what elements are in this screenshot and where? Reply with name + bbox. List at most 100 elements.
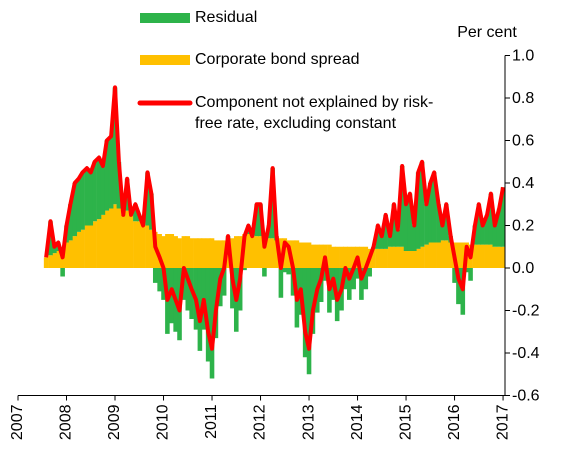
bar — [488, 244, 494, 268]
bar — [347, 268, 352, 300]
bar — [88, 225, 94, 268]
bar — [464, 268, 469, 273]
bar — [92, 161, 97, 222]
bar — [330, 246, 336, 268]
y-tick-label: 0.6 — [512, 133, 534, 150]
bar — [96, 219, 102, 268]
bar — [133, 221, 138, 268]
x-tick-label: 2010 — [155, 404, 172, 440]
bar — [492, 246, 498, 268]
bar — [290, 240, 296, 268]
bar — [270, 238, 275, 268]
y-tick-label: -0.6 — [512, 388, 540, 405]
bar — [104, 140, 110, 211]
bar — [112, 204, 118, 268]
bar — [197, 268, 203, 351]
bar — [165, 234, 170, 268]
bar — [88, 172, 94, 226]
x-tick-label: 2007 — [9, 404, 26, 440]
bar — [189, 238, 194, 268]
bar — [395, 229, 401, 247]
bar — [363, 246, 369, 268]
bar — [334, 246, 340, 268]
bar — [440, 225, 445, 241]
y-tick-label: -0.4 — [512, 345, 540, 362]
bar — [424, 204, 429, 245]
bar — [500, 187, 506, 247]
bar — [472, 244, 478, 268]
bar — [209, 238, 215, 268]
bar — [136, 221, 142, 268]
bar — [363, 268, 369, 290]
bar — [444, 240, 449, 268]
bar — [48, 255, 53, 268]
bar — [496, 208, 502, 247]
bar — [177, 238, 182, 268]
bar — [80, 172, 85, 230]
y-tick-label: 0.4 — [512, 175, 534, 192]
bar — [92, 221, 97, 268]
bar — [359, 246, 364, 268]
bar — [456, 268, 461, 305]
bar — [399, 246, 405, 268]
x-tick-label: 2017 — [494, 404, 511, 440]
bar — [496, 246, 502, 268]
bar — [52, 246, 57, 254]
bar — [355, 268, 360, 279]
bar — [161, 236, 166, 268]
x-tick-label: 2015 — [397, 404, 414, 440]
bar — [169, 268, 175, 324]
bar — [258, 236, 263, 268]
bar — [181, 236, 187, 268]
bar — [254, 236, 259, 268]
bar — [60, 268, 65, 277]
bar — [262, 268, 267, 277]
bar — [157, 268, 162, 292]
bar — [242, 268, 247, 271]
bar — [375, 248, 381, 268]
bar — [359, 268, 364, 300]
bar — [428, 242, 433, 268]
bar — [278, 238, 284, 268]
bar — [185, 236, 191, 268]
bar — [383, 214, 388, 249]
bar — [379, 236, 385, 249]
bar — [407, 251, 413, 268]
y-tick-label: 0.0 — [512, 260, 534, 277]
bar — [387, 236, 393, 247]
bar — [419, 161, 425, 247]
bar — [391, 246, 397, 268]
bar — [367, 268, 372, 277]
bar — [476, 204, 482, 245]
bar — [282, 268, 288, 273]
y-axis-label: Per cent — [457, 24, 517, 41]
bar — [424, 244, 429, 268]
bar — [230, 238, 235, 268]
bar — [100, 166, 106, 215]
bar — [270, 168, 275, 239]
bar — [339, 246, 344, 268]
bar — [403, 251, 409, 268]
bar — [298, 242, 304, 268]
bar — [266, 238, 272, 268]
bar — [237, 236, 243, 268]
bar — [484, 244, 490, 268]
bar — [217, 240, 223, 268]
bar — [318, 268, 324, 302]
bar — [173, 236, 178, 268]
x-tick-label: 2013 — [300, 404, 317, 440]
bar — [246, 234, 251, 268]
bar — [456, 242, 461, 268]
bar — [205, 268, 211, 362]
bar — [310, 244, 316, 268]
bar — [80, 229, 85, 268]
legend-label: Residual — [195, 9, 258, 26]
bar — [436, 242, 441, 268]
bar — [468, 268, 473, 281]
bar — [318, 244, 324, 268]
bar — [302, 242, 308, 268]
y-tick-label: 0.8 — [512, 90, 534, 107]
bar — [407, 193, 413, 251]
